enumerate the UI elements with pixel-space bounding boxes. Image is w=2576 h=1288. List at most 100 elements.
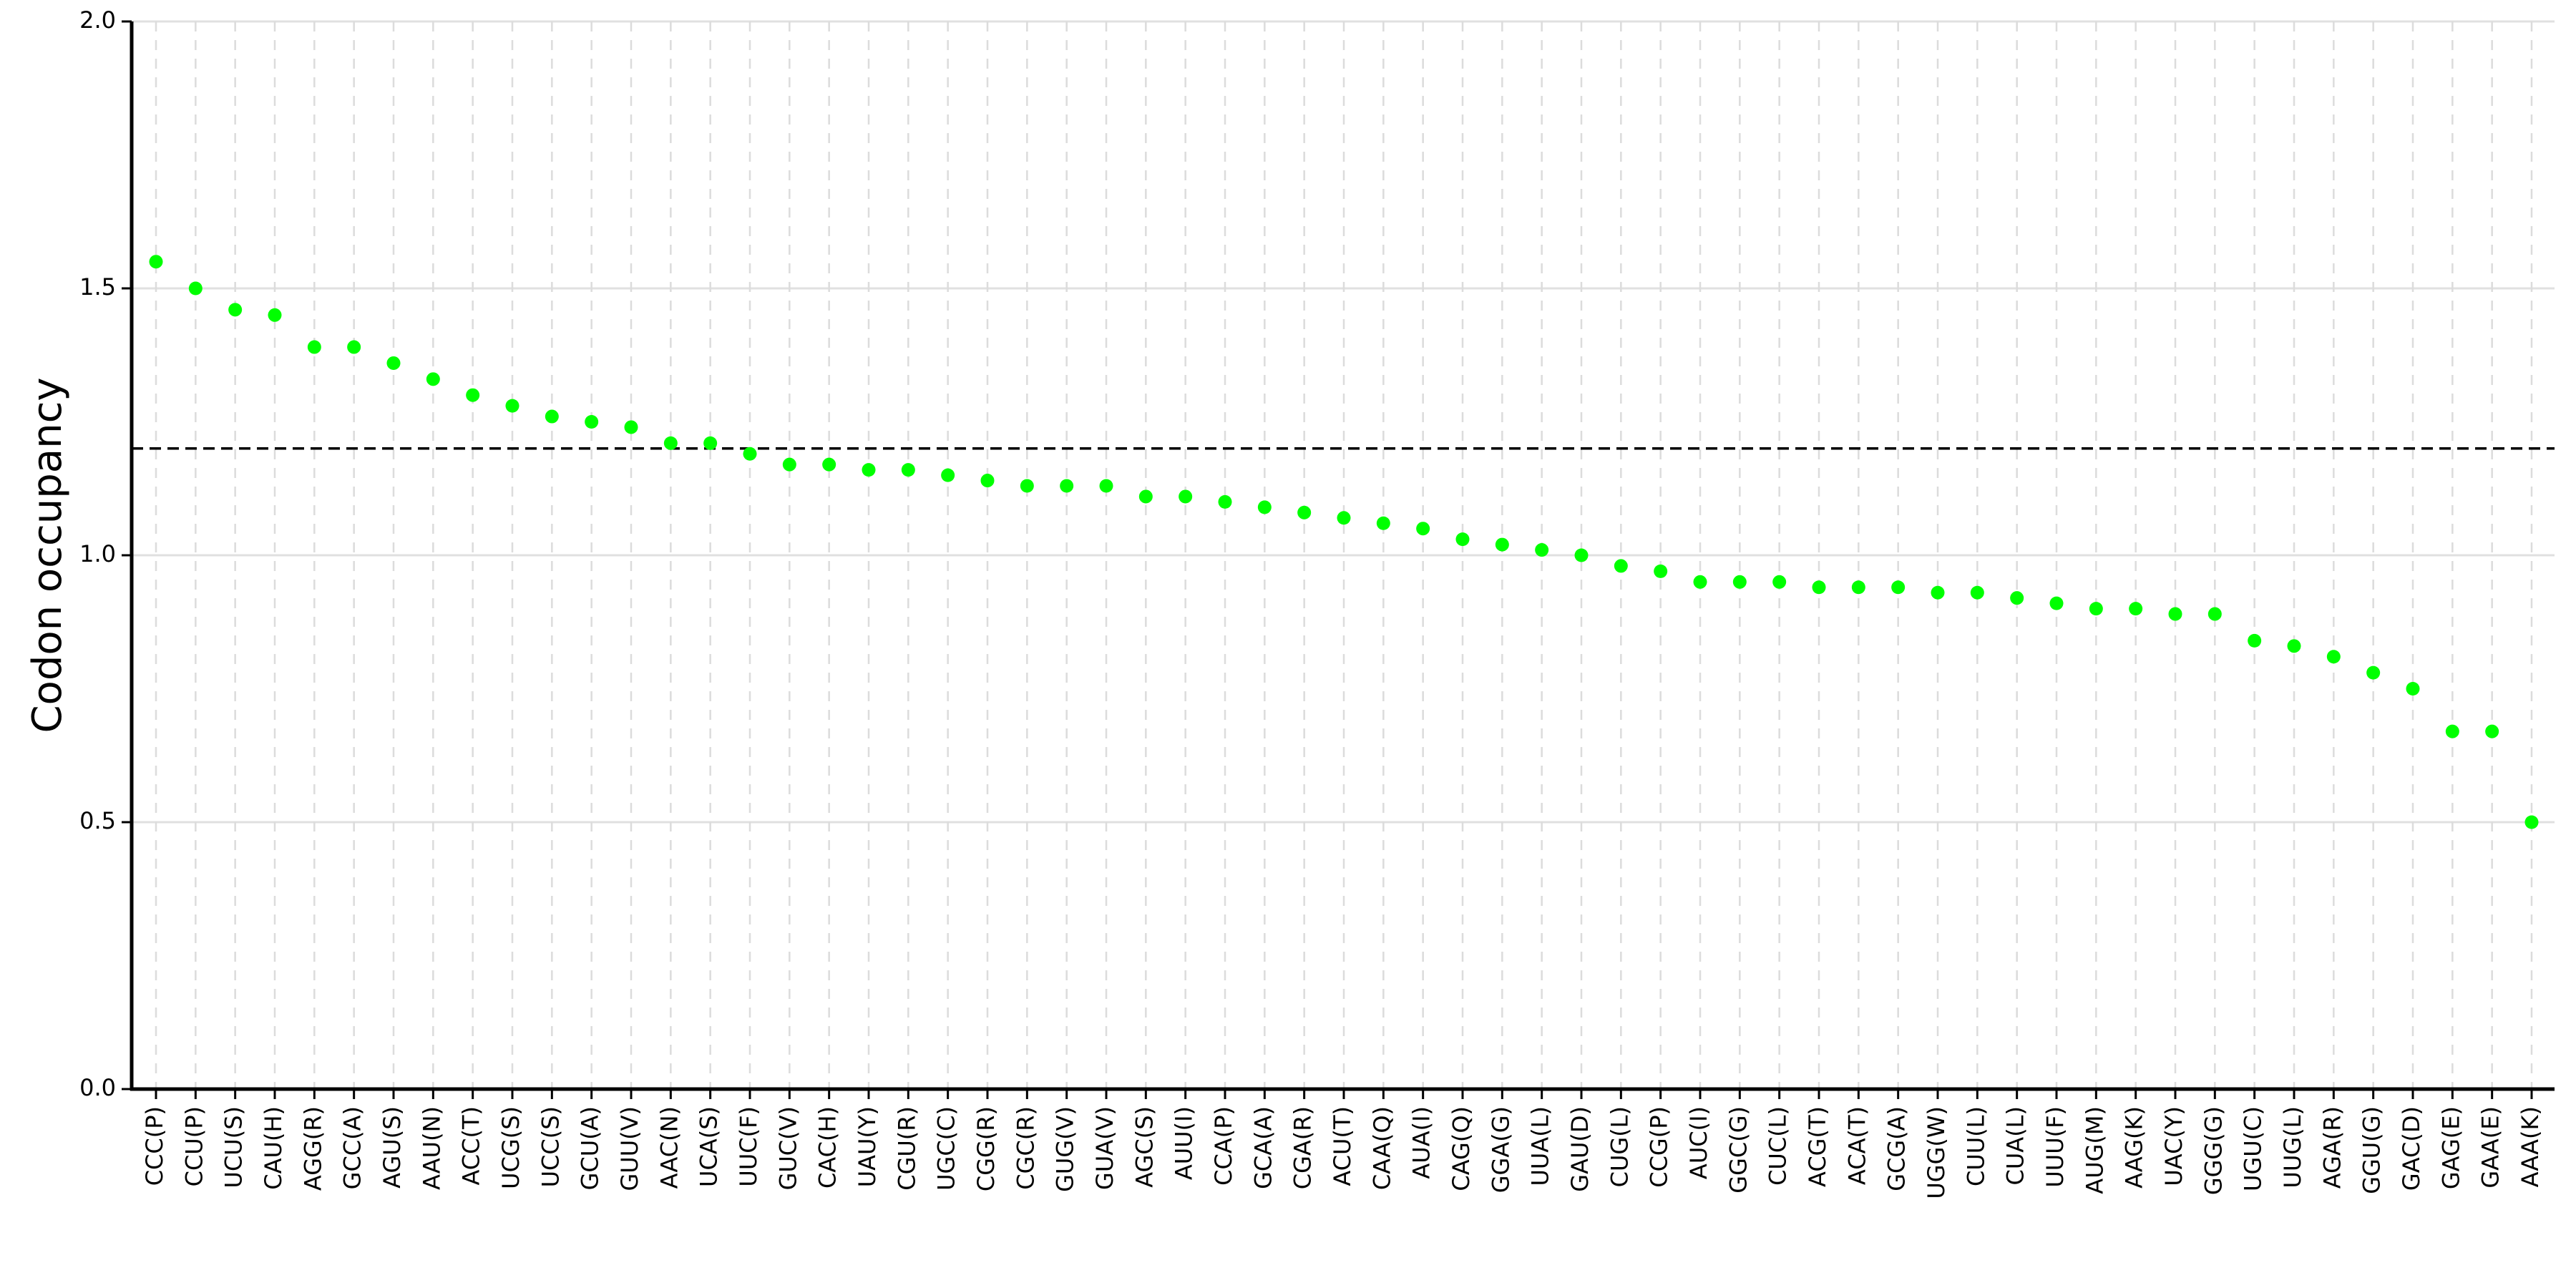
x-tick-label: CCA(P) (1210, 1106, 1237, 1186)
x-tick-label: GCC(A) (339, 1106, 366, 1189)
point (1060, 479, 1074, 493)
x-tick-label: GAC(D) (2398, 1106, 2425, 1191)
point (1654, 564, 1668, 578)
x-tick-label: CGC(R) (1012, 1106, 1039, 1190)
x-tick-label: UCG(S) (497, 1106, 525, 1189)
y-tick-label: 0.5 (79, 807, 116, 834)
x-tick-label: UUC(F) (735, 1106, 762, 1187)
y-axis-label: Codon occupancy (24, 377, 71, 733)
point (2049, 596, 2064, 610)
x-tick-label: GCG(A) (1883, 1106, 1911, 1191)
x-tick-label: UGC(C) (933, 1106, 960, 1191)
point (901, 463, 915, 477)
x-tick-label: UUG(L) (2279, 1106, 2306, 1188)
point (1455, 532, 1470, 547)
point (466, 388, 480, 402)
x-tick-label: ACG(T) (1804, 1106, 1831, 1187)
x-tick-label: GAG(E) (2437, 1106, 2464, 1189)
x-tick-label: ACU(T) (1329, 1106, 1356, 1186)
point (505, 399, 519, 413)
y-tick-label: 1.5 (79, 273, 116, 301)
point (2089, 602, 2103, 616)
x-tick-label: GGU(G) (2358, 1106, 2386, 1194)
x-tick-label: CAC(H) (814, 1106, 841, 1189)
point (1574, 548, 1589, 562)
point (1535, 543, 1549, 557)
x-tick-label: AGU(S) (379, 1106, 406, 1189)
x-tick-label: UAC(Y) (2160, 1106, 2187, 1186)
x-tick-label: GGA(G) (1487, 1106, 1514, 1193)
point (1772, 575, 1787, 589)
point (188, 281, 203, 296)
x-tick-label: CUC(L) (1765, 1106, 1792, 1186)
x-tick-label: AUC(I) (1685, 1106, 1712, 1179)
point (2129, 602, 2143, 616)
x-tick-label: AAU(N) (418, 1106, 445, 1190)
point (2010, 591, 2024, 605)
y-tick-label: 0.0 (79, 1074, 116, 1101)
x-tick-label: ACC(T) (458, 1106, 485, 1186)
point (585, 415, 599, 429)
point (1416, 522, 1430, 536)
point (743, 447, 757, 461)
point (980, 474, 995, 488)
point (307, 340, 321, 354)
point (624, 420, 638, 434)
point (1931, 585, 1945, 600)
x-tick-label: AUG(M) (2081, 1106, 2108, 1194)
point (1297, 505, 1312, 519)
point (1693, 575, 1707, 589)
point (426, 372, 440, 386)
point (2326, 650, 2341, 664)
x-tick-label: UCU(S) (220, 1106, 248, 1188)
x-tick-label: GUA(V) (1091, 1106, 1118, 1190)
point (941, 468, 955, 482)
x-tick-label: CAA(Q) (1368, 1106, 1395, 1190)
x-tick-label: CGG(R) (972, 1106, 1000, 1191)
y-tick-label: 2.0 (79, 6, 116, 34)
x-tick-label: ACA(T) (1843, 1106, 1870, 1185)
point (1970, 585, 1984, 600)
x-tick-label: GAU(D) (1566, 1106, 1594, 1192)
x-tick-label: UGG(W) (1923, 1106, 1950, 1199)
point (2366, 665, 2381, 680)
point (2287, 639, 2301, 653)
x-tick-label: GGG(G) (2200, 1106, 2227, 1195)
y-tick-label: 1.0 (79, 540, 116, 567)
x-tick-label: CCG(P) (1646, 1106, 1673, 1188)
point (2445, 724, 2459, 738)
point (1020, 479, 1034, 493)
x-tick-label: CUA(L) (2002, 1106, 2029, 1185)
x-tick-label: UCC(S) (537, 1106, 564, 1187)
point (862, 463, 876, 477)
x-tick-label: AGG(R) (299, 1106, 326, 1191)
x-tick-label: UGU(C) (2240, 1106, 2267, 1191)
point (386, 356, 401, 370)
point (1257, 500, 1272, 514)
x-tick-label: GUU(V) (616, 1106, 643, 1191)
point (149, 255, 163, 269)
x-tick-label: AGC(S) (1131, 1106, 1158, 1188)
point (2406, 682, 2420, 696)
point (347, 340, 361, 354)
x-tick-label: CGA(R) (1289, 1106, 1317, 1189)
x-tick-label: UCA(S) (696, 1106, 723, 1187)
point (2485, 724, 2499, 738)
point (2248, 633, 2262, 648)
point (1138, 489, 1153, 504)
x-tick-label: UAU(Y) (854, 1106, 881, 1187)
x-tick-label: AUU(I) (1171, 1106, 1198, 1180)
x-tick-label: CCU(P) (180, 1106, 208, 1186)
point (1337, 511, 1351, 525)
x-tick-label: GCA(A) (1249, 1106, 1277, 1189)
point (268, 308, 282, 322)
x-tick-label: GUG(V) (1052, 1106, 1079, 1192)
x-tick-label: AUA(I) (1408, 1106, 1435, 1179)
x-tick-label: AGA(R) (2318, 1106, 2346, 1189)
point (2168, 607, 2182, 621)
point (545, 409, 559, 424)
x-tick-label: CUU(L) (1962, 1106, 1989, 1186)
point (228, 303, 243, 317)
x-tick-label: GUC(V) (774, 1106, 801, 1190)
